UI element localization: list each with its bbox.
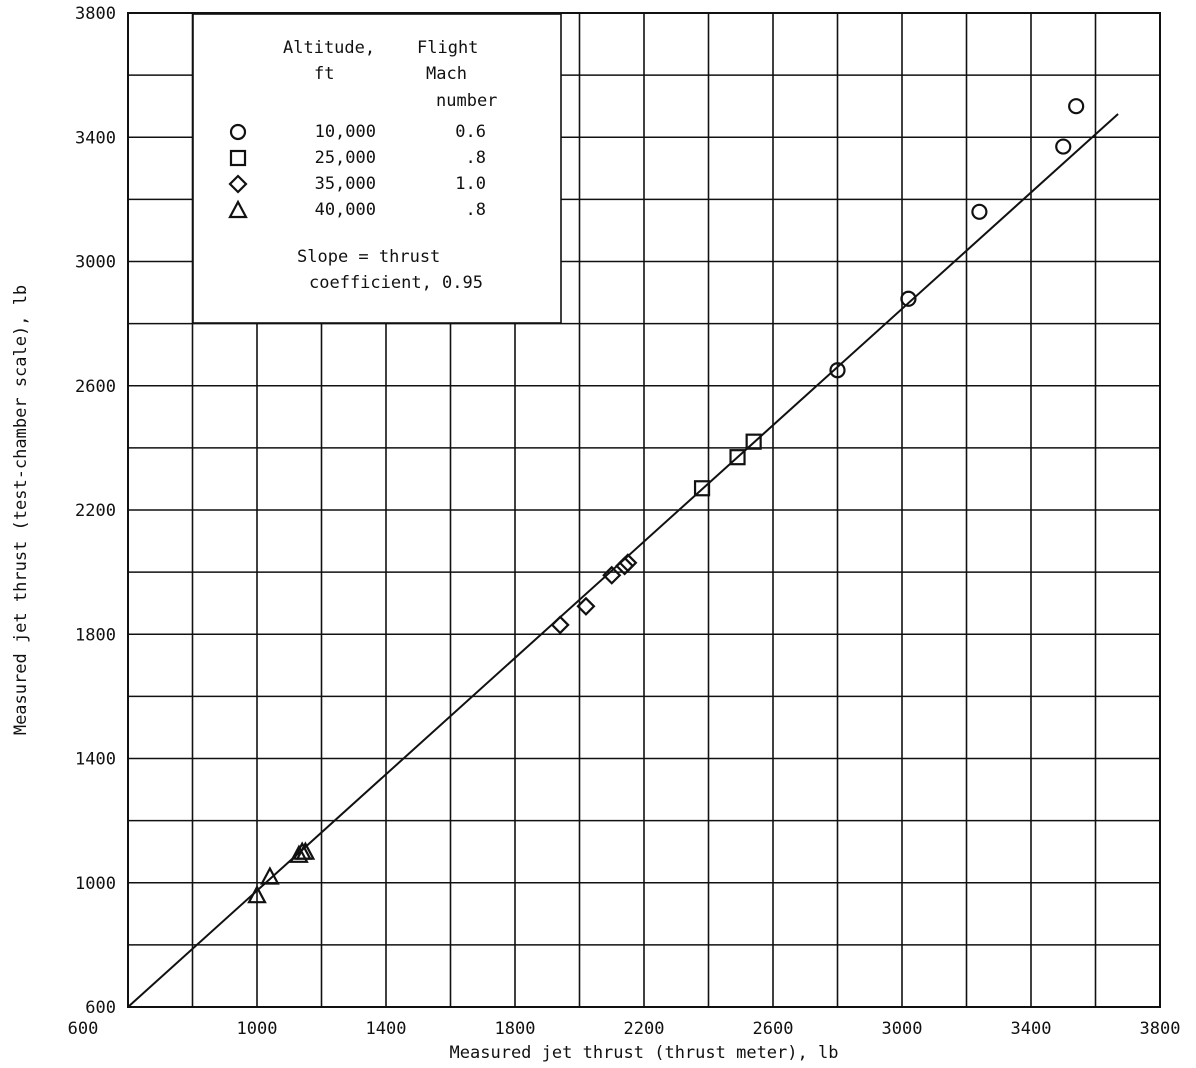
x-tick-labels: 1000 1400 1800 2200 2600 3000 3400 3800 600	[68, 1019, 1181, 1039]
data-point-diamond	[550, 615, 570, 635]
legend-header-altitude: Altitude,	[283, 38, 375, 58]
data-point-diamond	[602, 565, 622, 585]
y-tick-label: 3800	[75, 4, 116, 24]
legend-rows: 10,000 0.6 25,000 .8 35,000 1.0 40,000 .8	[228, 122, 486, 220]
x-tick-label: 2600	[753, 1019, 794, 1039]
legend-box	[192, 13, 562, 324]
data-point-triangle	[260, 866, 280, 885]
y-tick-label: 3400	[75, 128, 116, 148]
legend: Altitude, Flight ft Mach number 10,000 0.…	[192, 13, 562, 324]
legend-header-ft: ft	[314, 64, 334, 84]
legend-circle-icon	[229, 123, 247, 141]
x-tick-label: 1000	[237, 1019, 278, 1039]
data-point-circle	[1055, 138, 1072, 155]
x-tick-label: 1400	[366, 1019, 407, 1039]
legend-altitude: 10,000	[315, 122, 376, 142]
data-point-triangle	[289, 844, 309, 863]
y-tick-label: 1000	[75, 874, 116, 894]
x-tick-label: 3800	[1140, 1019, 1181, 1039]
y-tick-label: 2600	[75, 377, 116, 397]
data-point-diamond	[576, 596, 596, 616]
y-tick-label: 600	[85, 998, 116, 1018]
legend-square-icon	[229, 149, 247, 167]
data-point-diamond	[618, 553, 638, 573]
data-point-square	[693, 480, 711, 497]
x-axis-label: Measured jet thrust (thrust meter), lb	[450, 1043, 839, 1063]
legend-triangle-icon	[228, 199, 248, 219]
legend-altitude: 35,000	[315, 174, 376, 194]
legend-mach: 1.0	[455, 174, 486, 194]
x-tick-label: 600	[68, 1019, 99, 1039]
x-tick-label: 2200	[624, 1019, 665, 1039]
data-point-circle	[900, 290, 917, 307]
legend-header-number: number	[436, 91, 497, 111]
x-tick-label: 3000	[882, 1019, 923, 1039]
data-point-triangle	[295, 841, 316, 860]
legend-mach: .8	[466, 148, 486, 168]
data-point-square	[745, 433, 762, 450]
x-tick-label: 1800	[495, 1019, 536, 1039]
legend-altitude: 40,000	[315, 200, 376, 220]
legend-diamond-icon	[228, 174, 248, 194]
plot-frame	[127, 12, 1161, 1008]
x-tick-label: 3400	[1011, 1019, 1052, 1039]
legend-note-line2: coefficient, 0.95	[309, 273, 483, 293]
y-tick-label: 3000	[75, 253, 116, 273]
data-point-circle	[971, 203, 988, 220]
legend-header-flight: Flight	[417, 38, 478, 58]
data-point-circle	[1068, 98, 1085, 115]
legend-mach: 0.6	[455, 122, 486, 142]
y-axis-label: Measured jet thrust (test-chamber scale)…	[11, 285, 31, 735]
data-point-triangle	[247, 884, 267, 904]
legend-header-mach: Mach	[426, 64, 467, 84]
legend-mach: .8	[466, 200, 486, 220]
legend-note-line1: Slope = thrust	[297, 247, 440, 267]
y-tick-labels: 600 1000 1400 1800 2200 2600 3000 3400 3800	[75, 4, 116, 1018]
data-point-circle	[829, 362, 846, 379]
data-point-square	[729, 449, 746, 466]
y-tick-label: 1400	[75, 750, 116, 770]
data-points	[247, 98, 1085, 904]
y-tick-label: 1800	[75, 625, 116, 645]
y-tick-label: 2200	[75, 501, 116, 521]
legend-altitude: 25,000	[315, 148, 376, 168]
